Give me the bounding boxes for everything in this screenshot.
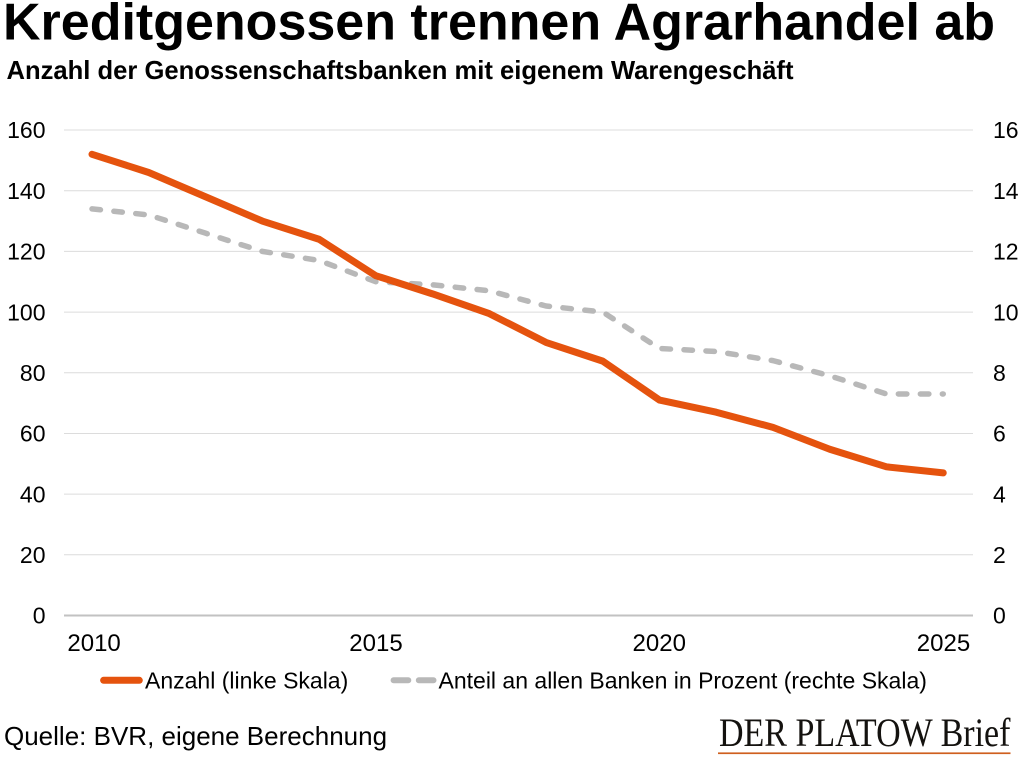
svg-text:160: 160: [7, 117, 45, 143]
svg-text:2010: 2010: [67, 630, 120, 657]
svg-text:140: 140: [7, 178, 45, 204]
svg-text:12: 12: [993, 239, 1019, 265]
svg-text:60: 60: [20, 421, 46, 447]
svg-text:Quelle: BVR, eigene Berechnung: Quelle: BVR, eigene Berechnung: [4, 721, 387, 751]
svg-text:2015: 2015: [349, 630, 402, 657]
svg-text:8: 8: [993, 360, 1006, 386]
svg-text:14: 14: [993, 178, 1019, 204]
svg-text:80: 80: [20, 360, 46, 386]
svg-text:Kreditgenossen trennen Agrarha: Kreditgenossen trennen Agrarhandel ab: [3, 0, 995, 52]
svg-text:10: 10: [993, 299, 1019, 325]
svg-text:4: 4: [993, 481, 1006, 507]
svg-text:Anzahl der Genossenschaftsbank: Anzahl der Genossenschaftsbanken mit eig…: [7, 57, 794, 85]
svg-text:40: 40: [20, 481, 46, 507]
svg-text:0: 0: [993, 603, 1006, 629]
svg-text:Anteil an allen Banken in Proz: Anteil an allen Banken in Prozent (recht…: [439, 667, 927, 693]
svg-text:20: 20: [20, 542, 46, 568]
svg-text:2020: 2020: [633, 630, 686, 657]
svg-text:6: 6: [993, 421, 1006, 447]
svg-text:2: 2: [993, 542, 1006, 568]
svg-text:Anzahl (linke Skala): Anzahl (linke Skala): [145, 667, 348, 693]
svg-text:120: 120: [7, 239, 45, 265]
svg-text:100: 100: [7, 299, 45, 325]
svg-text:DER PLATOW Brief: DER PLATOW Brief: [719, 712, 1011, 756]
svg-text:2025: 2025: [917, 630, 970, 657]
svg-text:16: 16: [993, 117, 1019, 143]
svg-text:0: 0: [33, 603, 46, 629]
